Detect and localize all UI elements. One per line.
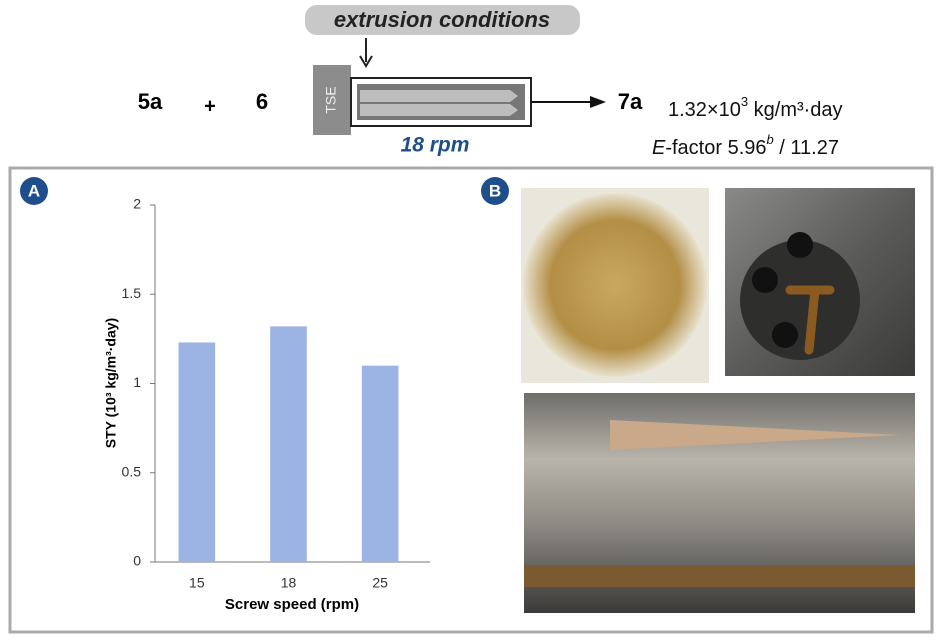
tse-block <box>313 65 351 135</box>
conditions-label: extrusion conditions <box>334 7 550 32</box>
photo-die-hole <box>787 232 813 258</box>
x-tick-label: 18 <box>281 575 297 591</box>
photo-product-content <box>523 193 707 377</box>
panel-frame <box>8 166 934 634</box>
efactor-value: E-factor 5.96b / 11.27 <box>652 132 839 159</box>
reactant: 6 <box>256 89 268 114</box>
photo-die-strand <box>785 285 835 355</box>
feed-arrow-head <box>359 55 373 68</box>
sty-value: 1.32×103 kg/m³·day <box>668 94 843 121</box>
photo-barrel-screw <box>524 565 915 587</box>
y-tick-label: 0.5 <box>122 463 142 479</box>
y-axis-title: STY (10³ kg/m³·day) <box>103 318 119 448</box>
plus: + <box>204 95 216 117</box>
text: kg/m³·day <box>748 99 842 121</box>
photo-barrel-channel <box>610 420 900 450</box>
conditions-badge <box>305 5 580 35</box>
photo-die-hole <box>772 322 798 348</box>
y-tick-label: 1 <box>133 374 141 390</box>
bar <box>270 326 307 562</box>
text: / 11.27 <box>774 137 839 159</box>
screw-flights <box>360 90 518 116</box>
photo-die-hole <box>752 267 778 293</box>
panel-label: A <box>28 181 40 200</box>
text: 1.32×10 <box>668 99 741 121</box>
speed-label: 18 rpm <box>401 134 470 157</box>
x-axis-title: Screw speed (rpm) <box>225 596 359 613</box>
reactant: 5a <box>138 89 163 114</box>
tse-label: TSE <box>323 86 339 113</box>
y-tick-label: 2 <box>133 196 141 212</box>
x-tick-label: 25 <box>372 575 388 591</box>
panel-label: B <box>489 181 501 200</box>
superscript: 3 <box>741 94 748 109</box>
bar <box>361 365 399 562</box>
superscript: b <box>767 132 774 147</box>
panel-badge <box>20 177 48 205</box>
text: E <box>652 137 666 159</box>
product: 7a <box>618 89 643 114</box>
y-tick-label: 0 <box>133 553 141 569</box>
x-tick-label: 15 <box>189 575 205 591</box>
reaction-arrow-head <box>590 96 606 108</box>
panel-badge <box>481 177 509 205</box>
bar <box>178 342 216 562</box>
y-tick-label: 1.5 <box>122 285 142 301</box>
text: -factor 5.96 <box>665 137 766 159</box>
